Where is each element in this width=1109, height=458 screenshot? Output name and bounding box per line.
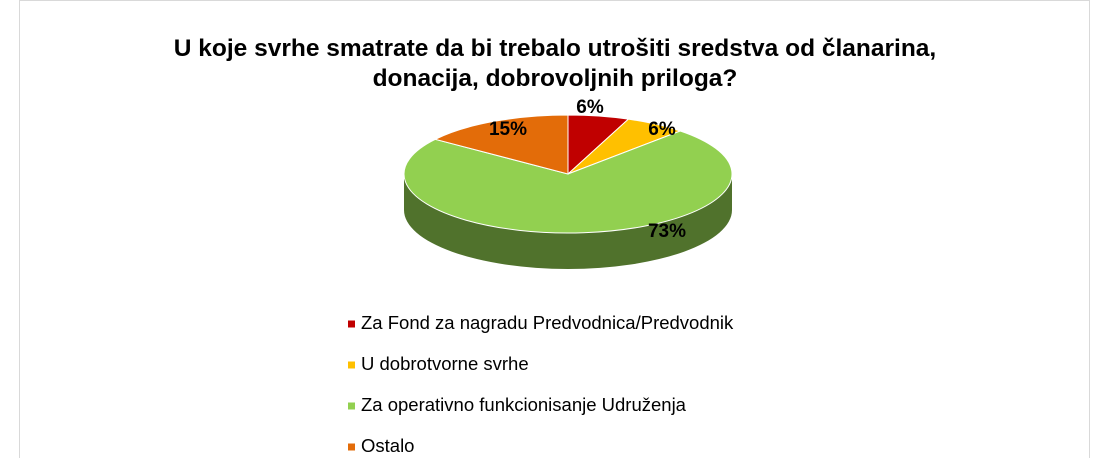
chart-border (19, 0, 1090, 458)
legend-label: Za operativno funkcionisanje Udruženja (361, 394, 687, 415)
data-label: 73% (648, 221, 686, 242)
legend-label: Ostalo (361, 435, 414, 456)
legend-label: Za Fond za nagradu Predvodnica/Predvodni… (361, 312, 734, 333)
legend-label: U dobrotvorne svrhe (361, 353, 529, 374)
legend-marker (348, 402, 355, 410)
chart-title: U koje svrhe smatrate da bi trebalo utro… (173, 35, 937, 92)
data-label: 15% (489, 119, 527, 140)
pie-side (404, 174, 732, 269)
legend-marker (348, 320, 355, 328)
data-label: 6% (648, 119, 676, 140)
legend-marker (348, 361, 355, 369)
pie-slice (403, 130, 733, 234)
pie-slice (433, 114, 569, 175)
data-label: 6% (576, 97, 604, 118)
legend-marker (348, 443, 355, 451)
